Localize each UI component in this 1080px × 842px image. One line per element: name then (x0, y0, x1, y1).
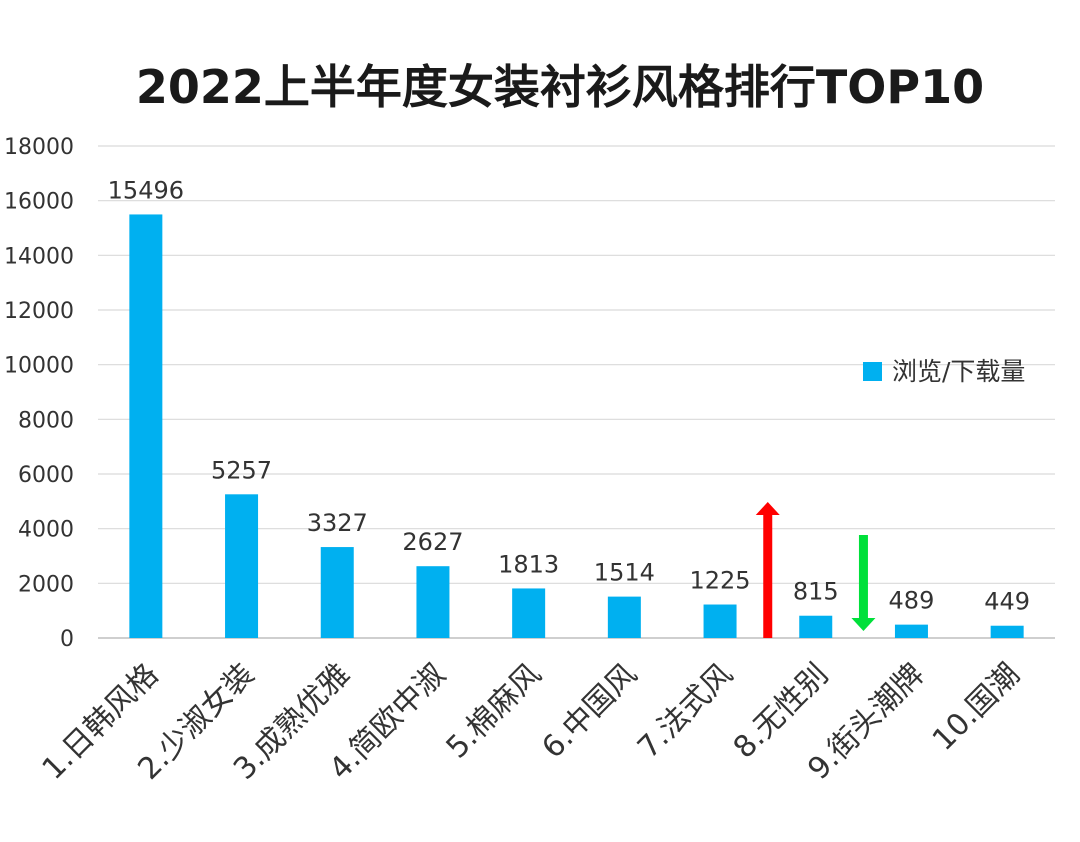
y-tick-label: 16000 (4, 190, 74, 215)
bar (512, 588, 546, 638)
y-tick-label: 18000 (4, 135, 74, 160)
bar (990, 625, 1024, 638)
arrow-shaft (858, 535, 868, 619)
arrow-down-icon (851, 535, 876, 631)
y-tick-label: 6000 (18, 463, 74, 488)
bar (225, 494, 259, 638)
y-tick-label: 0 (60, 627, 74, 652)
bar (703, 604, 737, 638)
arrow-shaft (763, 514, 773, 638)
arrow-head (755, 502, 780, 515)
data-label: 489 (889, 587, 935, 615)
arrow-head (851, 618, 876, 631)
y-tick-label: 4000 (18, 518, 74, 543)
chart-title: 2022上半年度女装衬衫风格排行TOP10 (136, 60, 984, 114)
y-tick-label: 2000 (18, 572, 74, 597)
data-label: 5257 (211, 456, 272, 484)
data-label: 15496 (108, 176, 184, 204)
data-label: 1225 (690, 567, 751, 595)
category-label: 10.国潮 (926, 657, 1027, 758)
data-labels: 15496 5257 3327 2627 1813 1514 1225 815 489 449 (108, 176, 1030, 615)
bar (799, 615, 833, 638)
bar (607, 596, 641, 638)
category-labels: 1.日韩风格2.少淑女装3.成熟优雅4.简欧中淑5.棉麻风6.中国风7.法式风8… (36, 657, 1027, 787)
y-tick-label: 14000 (4, 244, 74, 269)
data-label: 449 (984, 588, 1030, 616)
data-label: 1813 (498, 550, 559, 578)
y-tick-label: 8000 (18, 408, 74, 433)
category-label: 6.中国风 (535, 657, 644, 766)
category-label: 5.棉麻风 (440, 657, 549, 766)
bar (416, 566, 450, 638)
arrow-up-icon (755, 502, 780, 638)
y-tick-label: 12000 (4, 299, 74, 324)
legend-label: 浏览/下载量 (892, 357, 1025, 386)
data-label: 2627 (402, 528, 463, 556)
annotations (755, 502, 876, 638)
bar (894, 624, 928, 638)
bar (129, 214, 163, 638)
legend: 浏览/下载量 (863, 357, 1025, 386)
bars (129, 214, 1024, 638)
data-label: 3327 (307, 509, 368, 537)
y-axis-ticks: 0 2000 4000 6000 8000 10000 12000 14000 16000 180… (4, 135, 74, 652)
y-tick-label: 10000 (4, 354, 74, 379)
data-label: 1514 (594, 559, 655, 587)
data-label: 815 (793, 578, 839, 606)
bar (320, 547, 354, 638)
category-label: 7.法式风 (631, 657, 740, 766)
legend-swatch (863, 362, 882, 381)
